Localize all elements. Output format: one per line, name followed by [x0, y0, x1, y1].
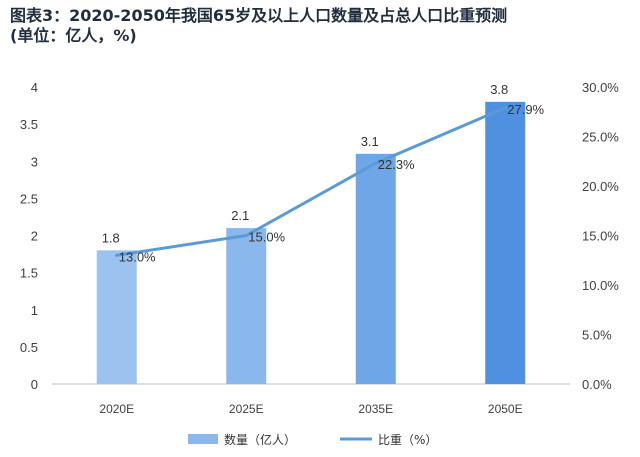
line-series: [115, 106, 507, 257]
line-data-label: 13.0%: [119, 249, 156, 264]
category-label: 2035E: [358, 402, 393, 416]
bar: [355, 153, 396, 384]
line-data-labels: 13.0% 15.0% 22.3% 27.9%: [119, 102, 545, 265]
bar-data-label: 1.8: [102, 230, 120, 245]
right-axis-tick-label: 10.0%: [582, 278, 619, 293]
left-axis-tick-label: 1.5: [20, 266, 38, 281]
line-data-label: 22.3%: [378, 157, 415, 172]
left-axis-tick-label: 2: [31, 229, 38, 244]
legend: 数量（亿人） 比重（%）: [188, 432, 437, 447]
bar-data-labels: 1.8 2.1 3.1 3.8: [102, 82, 509, 246]
chart-title-line-1: 图表3：2020-2050年我国65岁及以上人口数量及占总人口比重预测: [10, 6, 508, 25]
left-axis-tick-label: 0.5: [20, 340, 38, 355]
line-data-label: 15.0%: [248, 230, 285, 245]
left-axis-ticks: 0 0.5 1 1.5 2 2.5 3 3.5 4: [20, 80, 38, 392]
left-axis-tick-label: 4: [31, 80, 38, 95]
right-axis-tick-label: 20.0%: [582, 179, 619, 194]
bar-data-label: 3.1: [361, 134, 379, 149]
right-axis-tick-label: 0.0%: [582, 377, 612, 392]
line-series-path: [115, 106, 507, 257]
right-axis-tick-label: 5.0%: [582, 328, 612, 343]
category-label: 2050E: [488, 402, 523, 416]
right-axis-ticks: 0.0% 5.0% 10.0% 15.0% 20.0% 25.0% 30.0%: [582, 80, 619, 392]
left-axis-tick-label: 1: [31, 303, 38, 318]
legend-bar-label: 数量（亿人）: [224, 432, 296, 447]
bar-data-label: 3.8: [490, 82, 508, 97]
legend-line-label: 比重（%）: [378, 433, 437, 447]
chart-title-line-2: (单位：亿人，%): [10, 26, 137, 45]
bar: [485, 101, 526, 384]
left-axis-tick-label: 3.5: [20, 117, 38, 132]
right-axis-tick-label: 15.0%: [582, 229, 619, 244]
line-data-label: 27.9%: [507, 102, 544, 117]
line-point: [115, 253, 119, 257]
left-axis-tick-label: 3: [31, 154, 38, 169]
bar-data-label: 2.1: [231, 208, 249, 223]
category-labels: 2020E 2025E 2035E 2050E: [99, 402, 522, 416]
bar: [226, 228, 267, 384]
chart-title: 图表3：2020-2050年我国65岁及以上人口数量及占总人口比重预测 (单位：…: [10, 6, 630, 46]
right-axis-tick-label: 30.0%: [582, 80, 619, 95]
category-label: 2020E: [99, 402, 134, 416]
line-point: [244, 234, 248, 237]
line-point: [374, 161, 378, 165]
bar-series: [96, 101, 526, 384]
bar: [96, 250, 137, 384]
line-point: [503, 106, 507, 110]
category-label: 2025E: [229, 402, 264, 416]
right-axis-tick-label: 25.0%: [582, 130, 619, 145]
left-axis-tick-label: 2.5: [20, 191, 38, 206]
left-axis-tick-label: 0: [31, 377, 38, 392]
legend-bar-swatch: [188, 434, 218, 444]
